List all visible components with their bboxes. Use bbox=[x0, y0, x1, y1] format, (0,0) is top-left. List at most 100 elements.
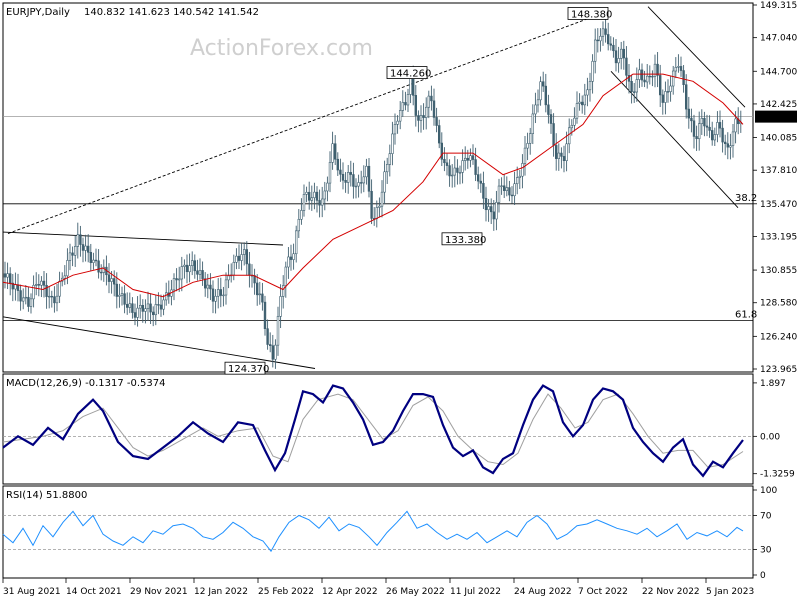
candle-body-65 bbox=[172, 278, 176, 291]
candle-body-270 bbox=[705, 125, 709, 128]
candle-body-89 bbox=[235, 255, 238, 263]
candle-body-110 bbox=[289, 256, 293, 260]
candle-body-108 bbox=[284, 266, 287, 286]
candle-body-69 bbox=[183, 264, 186, 267]
candle-body-169 bbox=[443, 158, 446, 164]
fib-label-1: 61.8 bbox=[735, 309, 757, 320]
candle-body-42 bbox=[113, 278, 116, 285]
candle-body-179 bbox=[469, 155, 472, 161]
candle-body-185 bbox=[484, 197, 488, 211]
candle-body-269 bbox=[703, 118, 706, 127]
candle-body-266 bbox=[695, 136, 698, 140]
candle-body-189 bbox=[495, 202, 498, 220]
candle-body-257 bbox=[671, 70, 675, 87]
candle-body-166 bbox=[435, 117, 438, 126]
macd-panel bbox=[2, 373, 754, 485]
candle-body-157 bbox=[411, 77, 415, 96]
candle-body-215 bbox=[562, 156, 566, 162]
candle-body-8 bbox=[24, 296, 27, 299]
candle-body-160 bbox=[419, 115, 423, 121]
candle-body-224 bbox=[586, 89, 589, 96]
price-layer: 38.2 61.8 148.380 144.260 133.380 124.370 bbox=[2, 6, 757, 375]
candle-body-168 bbox=[440, 142, 443, 160]
candle-body-180 bbox=[471, 155, 475, 160]
candle-body-203 bbox=[531, 113, 535, 134]
candle-body-68 bbox=[180, 266, 183, 280]
annotation-label-0: 148.380 bbox=[571, 9, 612, 20]
candle-body-118 bbox=[310, 197, 313, 201]
price-tick-label-6: 135.470 bbox=[760, 200, 797, 210]
candle-body-114 bbox=[300, 210, 303, 220]
candle-body-256 bbox=[669, 85, 672, 92]
annotation-box-0 bbox=[567, 7, 609, 20]
price-header-symbol: EURJPY,Daily bbox=[6, 7, 70, 18]
candle-body-149 bbox=[391, 133, 394, 154]
candle-body-254 bbox=[664, 91, 667, 103]
candle-body-50 bbox=[133, 312, 137, 318]
candle-body-147 bbox=[385, 164, 389, 173]
candle-body-132 bbox=[346, 172, 350, 183]
candle-body-106 bbox=[279, 296, 282, 317]
macd-layer bbox=[2, 384, 753, 478]
candle-body-31 bbox=[84, 245, 87, 251]
candle-body-221 bbox=[578, 101, 581, 104]
annotation-label-1: 144.260 bbox=[390, 69, 431, 80]
candle-body-183 bbox=[479, 180, 482, 184]
candle-body-242 bbox=[632, 91, 636, 93]
macd-main-line bbox=[2, 384, 744, 478]
candle-body-145 bbox=[380, 191, 384, 207]
candle-body-103 bbox=[271, 345, 274, 360]
candle-body-205 bbox=[536, 99, 540, 106]
fib-label-0: 38.2 bbox=[735, 193, 757, 204]
candle-body-275 bbox=[718, 122, 722, 129]
candle-body-9 bbox=[27, 296, 30, 307]
candle-body-34 bbox=[92, 259, 95, 263]
candle-body-105 bbox=[276, 316, 280, 346]
candle-body-37 bbox=[100, 271, 103, 274]
current-price-tag bbox=[755, 110, 797, 123]
candle-body-214 bbox=[560, 152, 563, 157]
candle-body-273 bbox=[713, 134, 717, 141]
rsi-tick-label-1: 70 bbox=[760, 512, 772, 522]
candle-body-245 bbox=[640, 69, 644, 81]
candle-body-10 bbox=[29, 298, 33, 307]
candle-body-134 bbox=[352, 174, 355, 187]
candle-body-191 bbox=[500, 185, 503, 187]
candle-body-232 bbox=[606, 34, 610, 45]
channel-lower bbox=[610, 70, 739, 208]
candle-body-209 bbox=[547, 104, 550, 115]
candle-body-186 bbox=[487, 206, 490, 211]
candle-body-173 bbox=[453, 167, 456, 176]
candle-body-73 bbox=[193, 260, 196, 272]
candle-body-212 bbox=[554, 145, 558, 159]
candle-body-278 bbox=[726, 143, 730, 148]
candle-body-184 bbox=[482, 183, 485, 199]
candle-body-48 bbox=[128, 303, 131, 308]
price-tick-label-10: 126.240 bbox=[760, 332, 797, 342]
candle-body-260 bbox=[679, 66, 683, 71]
candle-body-188 bbox=[492, 211, 495, 220]
candle-body-277 bbox=[723, 141, 727, 145]
candle-body-240 bbox=[627, 74, 631, 82]
candle-body-44 bbox=[118, 294, 121, 297]
price-tick-label-7: 133.195 bbox=[760, 232, 797, 242]
candle-body-247 bbox=[645, 75, 649, 83]
x-tick-label-6: 26 May 2022 bbox=[386, 587, 445, 597]
candle-body-159 bbox=[417, 115, 420, 121]
candle-body-57 bbox=[152, 311, 155, 316]
candle-body-107 bbox=[281, 285, 285, 297]
candle-body-141 bbox=[370, 190, 373, 219]
candle-body-190 bbox=[497, 185, 501, 203]
rsi-header: RSI(14) 51.8800 bbox=[6, 490, 87, 501]
candle-body-252 bbox=[658, 75, 662, 96]
candle-body-77 bbox=[204, 278, 207, 289]
candle-body-198 bbox=[518, 175, 522, 178]
candle-body-125 bbox=[328, 162, 332, 184]
macd-tick-label-0: 1.897 bbox=[760, 379, 786, 389]
candle-body-126 bbox=[331, 143, 334, 163]
candle-body-76 bbox=[201, 270, 204, 280]
candle-body-201 bbox=[526, 143, 529, 149]
price-tick-label-4: 140.085 bbox=[760, 134, 797, 144]
candle-body-272 bbox=[710, 130, 714, 141]
candle-body-2 bbox=[9, 273, 12, 284]
